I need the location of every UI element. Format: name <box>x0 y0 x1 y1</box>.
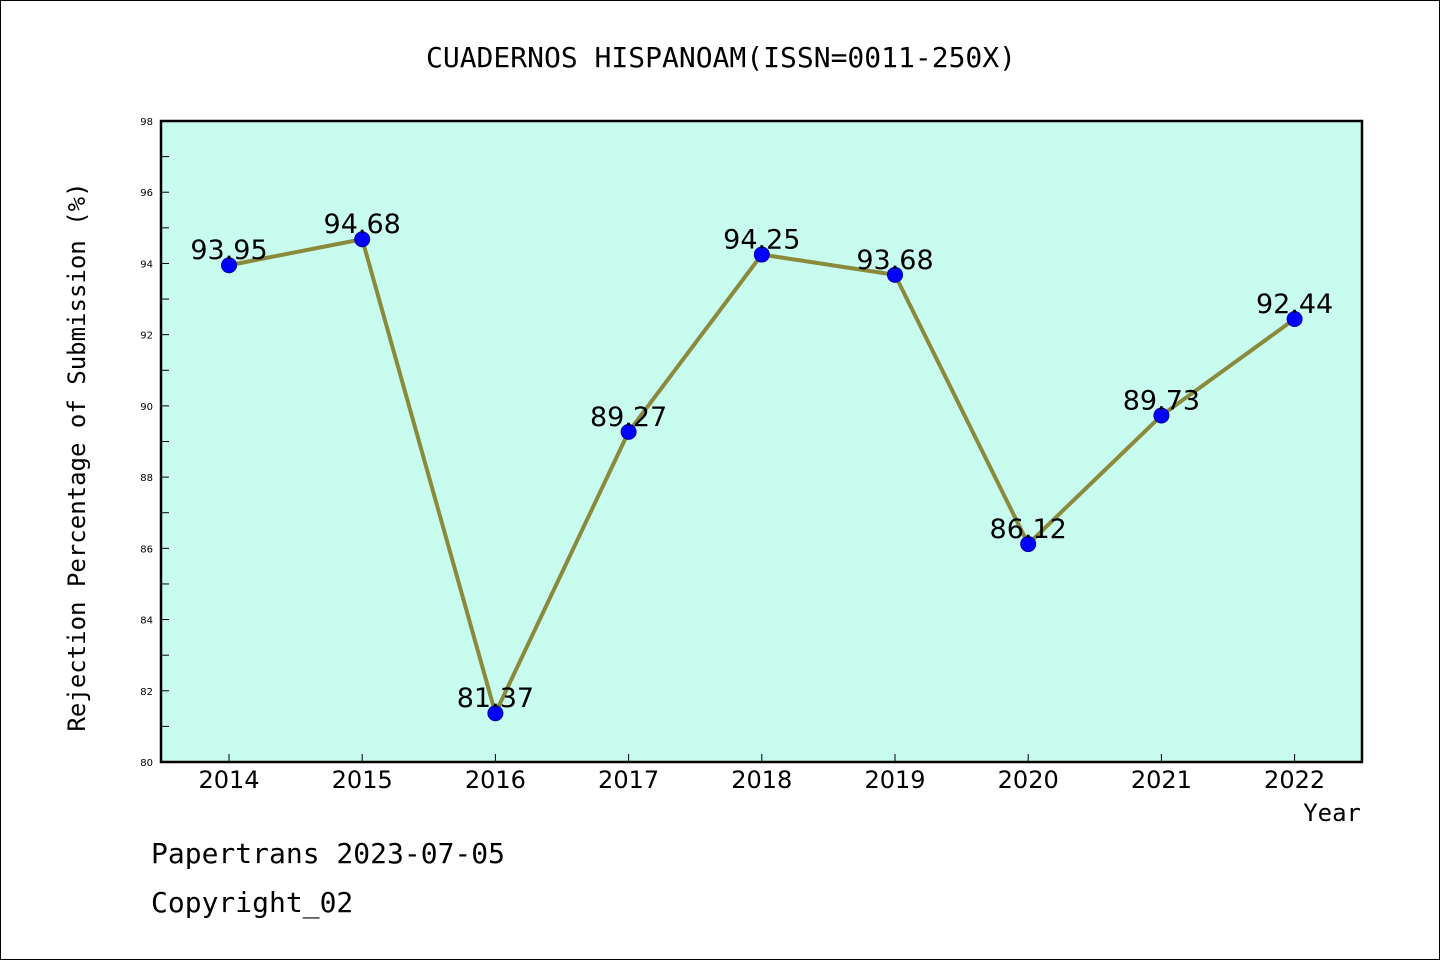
data-label-2018: 94.25 <box>723 225 800 256</box>
data-point-2017 <box>620 423 637 440</box>
data-label-2022: 92.44 <box>1256 289 1333 320</box>
copyright-footer: Copyright_02 <box>151 886 354 919</box>
x-tick-label: 2019 <box>864 766 925 794</box>
data-point-2020 <box>1020 536 1037 553</box>
y-axis: 80 82 84 86 88 90 92 94 96 98 <box>140 117 169 769</box>
y-tick-label: 80 <box>140 758 153 769</box>
data-point-2014 <box>221 257 237 274</box>
data-point-2019 <box>887 266 903 283</box>
data-point-2021 <box>1153 407 1170 424</box>
x-tick-label: 2014 <box>198 766 259 794</box>
source-footer: Papertrans 2023-07-05 <box>151 837 506 870</box>
plot-area <box>159 119 1364 764</box>
chart-title: CUADERNOS HISPANOAM(ISSN=0011-250X) <box>426 41 1016 74</box>
x-tick-label: 2016 <box>465 766 526 794</box>
y-tick-label: 90 <box>140 402 153 413</box>
y-tick-label: 86 <box>140 544 153 555</box>
data-point-2022 <box>1286 310 1303 327</box>
x-axis-label: Year <box>1303 799 1361 827</box>
y-tick-label: 88 <box>140 473 153 484</box>
y-axis-label: Rejection Percentage of Submission (%) <box>63 182 91 731</box>
x-axis: 2014 2015 2016 2017 2018 2019 2020 2021 2022 <box>198 754 1325 794</box>
data-label-2021: 89.73 <box>1123 386 1200 417</box>
x-tick-label: 2018 <box>731 766 792 794</box>
x-tick-label: 2017 <box>598 766 659 794</box>
data-label-2019: 93.68 <box>856 245 933 276</box>
data-label-2014: 93.95 <box>190 235 267 266</box>
data-point-2016 <box>487 705 504 722</box>
y-tick-label: 84 <box>140 616 153 627</box>
data-point-2015 <box>354 231 371 248</box>
data-label-2015: 94.68 <box>324 209 401 240</box>
y-tick-label: 82 <box>140 687 153 698</box>
x-tick-label: 2021 <box>1131 766 1192 794</box>
y-tick-label: 98 <box>140 117 153 128</box>
x-tick-label: 2022 <box>1264 766 1325 794</box>
x-tick-label: 2020 <box>998 766 1059 794</box>
y-tick-label: 92 <box>140 331 153 342</box>
data-point-2018 <box>753 246 770 263</box>
data-label-2017: 89.27 <box>590 402 667 433</box>
y-tick-label: 94 <box>140 259 153 270</box>
series-layer: 93.95 94.68 81.37 89.27 94.25 93.68 86.12 89.73… <box>190 209 1333 722</box>
y-tick-label: 96 <box>140 188 153 199</box>
x-tick-label: 2015 <box>332 766 393 794</box>
data-label-2020: 86.12 <box>990 514 1067 545</box>
data-label-2016: 81.37 <box>457 683 534 714</box>
